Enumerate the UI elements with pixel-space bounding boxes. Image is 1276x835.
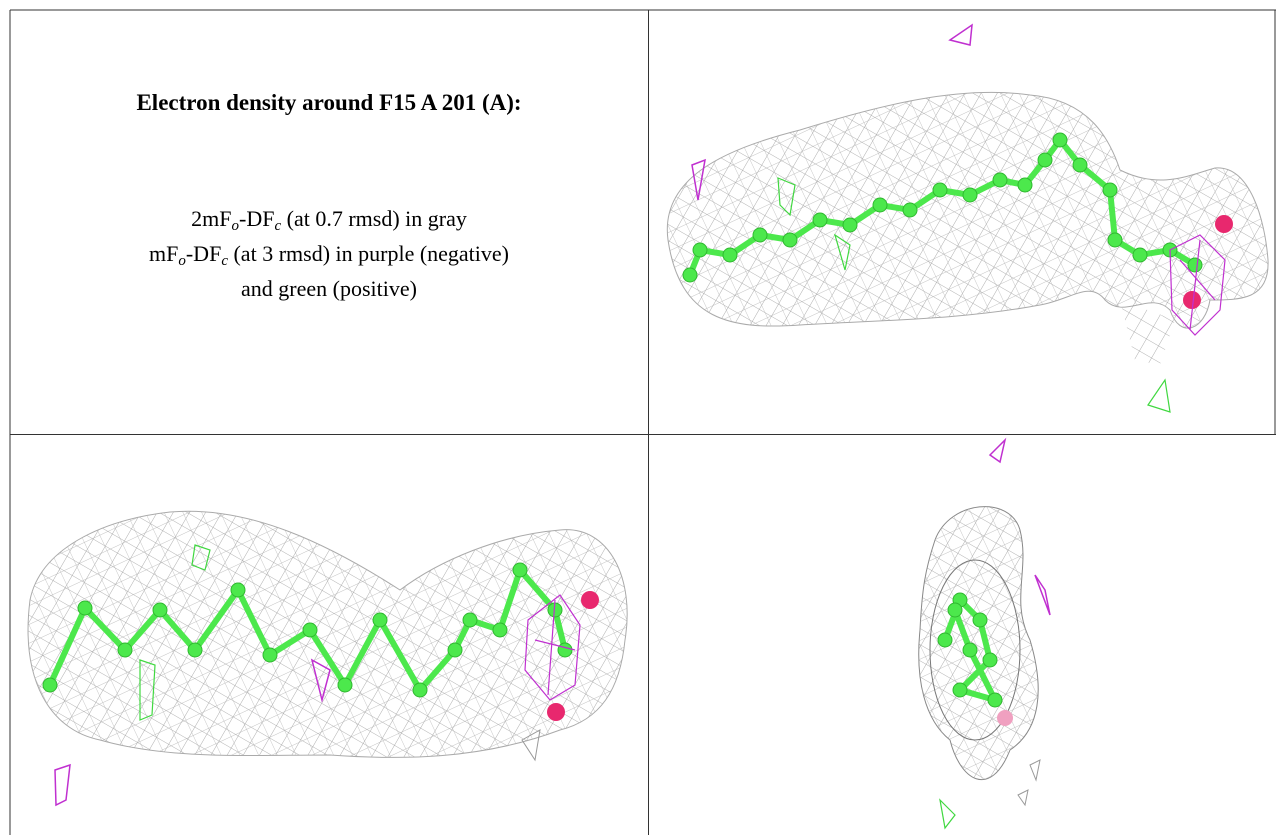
- legend-line: mFo-DFc (at 3 rmsd) in purple (negative): [10, 241, 648, 270]
- density-view-3: [918, 437, 1051, 830]
- legend-text: (at 0.7 rmsd) in gray: [281, 206, 467, 231]
- legend-line: and green (positive): [10, 276, 648, 302]
- legend-text: and green (positive): [241, 276, 417, 301]
- density-view-2: [27, 510, 628, 807]
- legend-text: -DF: [239, 206, 275, 231]
- panel-title: Electron density around F15 A 201 (A):: [136, 90, 522, 115]
- density-view-1: [666, 23, 1269, 413]
- legend-sub: o: [178, 253, 186, 269]
- legend-sub: o: [231, 218, 240, 234]
- table-lines: [9, 9, 1276, 835]
- legend-sub: c: [221, 253, 228, 269]
- legend-text: mF: [149, 241, 179, 266]
- legend-text: 2mF: [191, 206, 232, 231]
- legend-line: 2mFo-DFc (at 0.7 rmsd) in gray: [10, 206, 648, 235]
- legend-text: (at 3 rmsd) in purple (negative): [227, 241, 509, 266]
- legend-sub: c: [274, 218, 282, 234]
- legend-text: -DF: [185, 241, 222, 266]
